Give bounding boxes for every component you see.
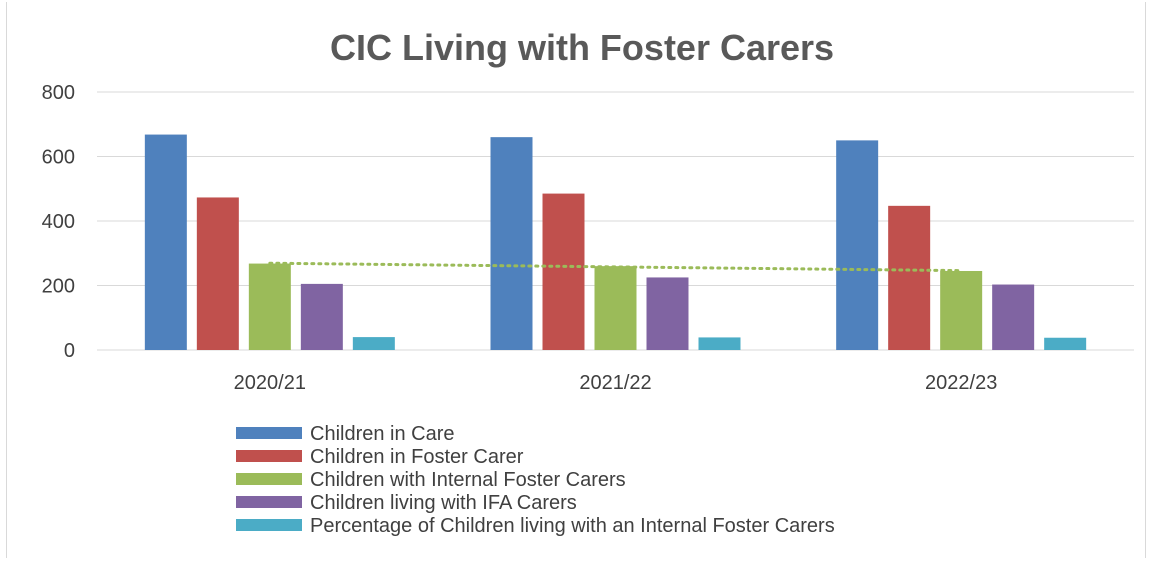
legend-swatch	[236, 473, 302, 485]
bar-children-living-with-ifa-carers	[646, 277, 689, 350]
legend-label: Percentage of Children living with an In…	[310, 515, 835, 537]
trendline	[268, 261, 963, 273]
bar-children-in-care	[836, 140, 879, 350]
trendline-dotted	[268, 261, 963, 273]
bar-percentage-of-children-living-with-an-internal-foster-carers	[1044, 337, 1087, 350]
x-tick-label: 2022/23	[925, 372, 997, 394]
legend-label: Children in Foster Carer	[310, 446, 524, 468]
chart-title: CIC Living with Foster Carers	[330, 27, 834, 68]
bar-children-in-foster-carer	[888, 205, 931, 350]
legend-label: Children in Care	[310, 423, 455, 445]
bar-percentage-of-children-living-with-an-internal-foster-carers	[698, 337, 741, 350]
bar-children-in-care	[490, 137, 533, 350]
y-tick-label: 200	[42, 276, 75, 298]
bar-children-with-internal-foster-carers	[248, 263, 291, 350]
bar-percentage-of-children-living-with-an-internal-foster-carers	[352, 337, 395, 350]
x-tick-label: 2021/22	[579, 372, 651, 394]
x-axis-ticks: 2020/21 2021/22 2022/23	[234, 372, 998, 394]
bar-chart: CIC Living with Foster Carers 0 200 400 600…	[42, 27, 1134, 537]
chart-frame: CIC Living with Foster Carers 0 200 400 600…	[6, 2, 1146, 558]
y-axis-ticks: 0 200 400 600 800	[42, 82, 75, 362]
bar-children-in-foster-carer	[196, 197, 239, 350]
legend-label: Children with Internal Foster Carers	[310, 469, 626, 491]
y-tick-label: 600	[42, 147, 75, 169]
bar-children-with-internal-foster-carers	[940, 270, 983, 350]
bar-children-living-with-ifa-carers	[992, 284, 1035, 350]
legend-swatch	[236, 450, 302, 462]
legend-swatch	[236, 427, 302, 439]
bar-children-living-with-ifa-carers	[300, 283, 343, 350]
y-tick-label: 0	[64, 340, 75, 362]
bar-children-with-internal-foster-carers	[594, 266, 637, 350]
y-tick-label: 800	[42, 82, 75, 104]
bar-children-in-care	[144, 134, 187, 350]
legend-swatch	[236, 519, 302, 531]
legend-swatch	[236, 496, 302, 508]
legend-label: Children living with IFA Carers	[310, 492, 577, 514]
y-tick-label: 400	[42, 211, 75, 233]
bars	[144, 134, 1087, 350]
bar-children-in-foster-carer	[542, 193, 585, 350]
x-tick-label: 2020/21	[234, 372, 306, 394]
